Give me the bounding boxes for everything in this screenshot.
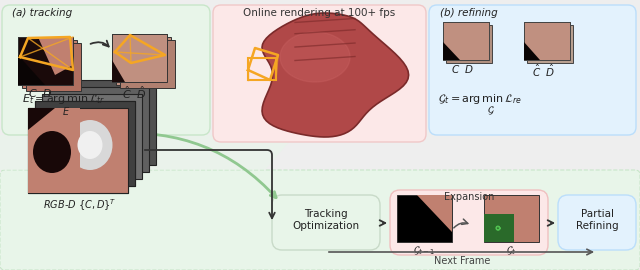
Polygon shape <box>280 32 350 82</box>
FancyBboxPatch shape <box>390 190 548 255</box>
Polygon shape <box>417 195 452 232</box>
FancyBboxPatch shape <box>22 40 77 88</box>
FancyBboxPatch shape <box>35 101 135 186</box>
FancyBboxPatch shape <box>42 94 142 179</box>
FancyBboxPatch shape <box>18 37 73 85</box>
Polygon shape <box>262 13 409 137</box>
FancyBboxPatch shape <box>2 5 210 135</box>
FancyBboxPatch shape <box>527 25 573 63</box>
FancyBboxPatch shape <box>443 22 489 60</box>
FancyBboxPatch shape <box>397 195 452 242</box>
Text: Partial
Refining: Partial Refining <box>576 209 618 231</box>
Polygon shape <box>18 55 45 85</box>
FancyBboxPatch shape <box>56 80 156 165</box>
Polygon shape <box>28 108 55 130</box>
FancyBboxPatch shape <box>213 5 426 142</box>
Ellipse shape <box>67 120 113 170</box>
Text: $\mathcal{G}_t = \arg\min\,\mathcal{L}_{re}$: $\mathcal{G}_t = \arg\min\,\mathcal{L}_{… <box>438 92 522 106</box>
Text: (a) tracking: (a) tracking <box>12 8 72 18</box>
FancyBboxPatch shape <box>26 43 81 91</box>
Text: $\mathcal{G}_t$: $\mathcal{G}_t$ <box>506 244 517 256</box>
Text: $C$  $D$: $C$ $D$ <box>451 63 474 75</box>
FancyBboxPatch shape <box>28 108 128 193</box>
Polygon shape <box>484 214 514 242</box>
FancyBboxPatch shape <box>28 108 128 193</box>
Text: Tracking
Optimization: Tracking Optimization <box>292 209 360 231</box>
FancyBboxPatch shape <box>272 195 380 250</box>
FancyBboxPatch shape <box>443 22 489 60</box>
FancyBboxPatch shape <box>429 5 636 135</box>
Text: Next Frame: Next Frame <box>434 256 490 266</box>
Polygon shape <box>524 42 540 60</box>
FancyBboxPatch shape <box>49 87 149 172</box>
Text: $\mathcal{G}_{t-1}$: $\mathcal{G}_{t-1}$ <box>413 244 436 256</box>
Text: Online rendering at 100+ fps: Online rendering at 100+ fps <box>243 8 395 18</box>
Polygon shape <box>112 60 125 82</box>
FancyBboxPatch shape <box>35 101 135 186</box>
Text: (b) refining: (b) refining <box>440 8 498 18</box>
Polygon shape <box>28 108 80 193</box>
FancyBboxPatch shape <box>0 170 640 270</box>
Ellipse shape <box>77 131 102 159</box>
Text: $C$  $D$: $C$ $D$ <box>28 87 53 99</box>
Polygon shape <box>38 37 73 75</box>
FancyBboxPatch shape <box>116 37 171 85</box>
Text: $E$: $E$ <box>62 105 70 117</box>
FancyBboxPatch shape <box>112 34 167 82</box>
FancyBboxPatch shape <box>558 195 636 250</box>
Text: $E_t = \arg\min\,\mathcal{L}_{tr}$: $E_t = \arg\min\,\mathcal{L}_{tr}$ <box>22 92 106 106</box>
FancyBboxPatch shape <box>120 40 175 88</box>
Ellipse shape <box>33 131 71 173</box>
FancyBboxPatch shape <box>18 37 73 85</box>
FancyBboxPatch shape <box>446 25 492 63</box>
Text: Expansion: Expansion <box>444 192 494 202</box>
PathPatch shape <box>0 135 295 170</box>
Text: $\mathcal{G}$: $\mathcal{G}$ <box>487 105 495 117</box>
Text: RGB-D $\{C, D\}^T$: RGB-D $\{C, D\}^T$ <box>44 197 116 212</box>
FancyBboxPatch shape <box>524 22 570 60</box>
Text: $\hat{C}$  $\hat{D}$: $\hat{C}$ $\hat{D}$ <box>122 85 147 102</box>
FancyBboxPatch shape <box>484 195 539 242</box>
FancyBboxPatch shape <box>112 34 167 82</box>
FancyBboxPatch shape <box>524 22 570 60</box>
Polygon shape <box>443 42 460 60</box>
Text: $\hat{C}$  $\hat{D}$: $\hat{C}$ $\hat{D}$ <box>532 63 556 79</box>
